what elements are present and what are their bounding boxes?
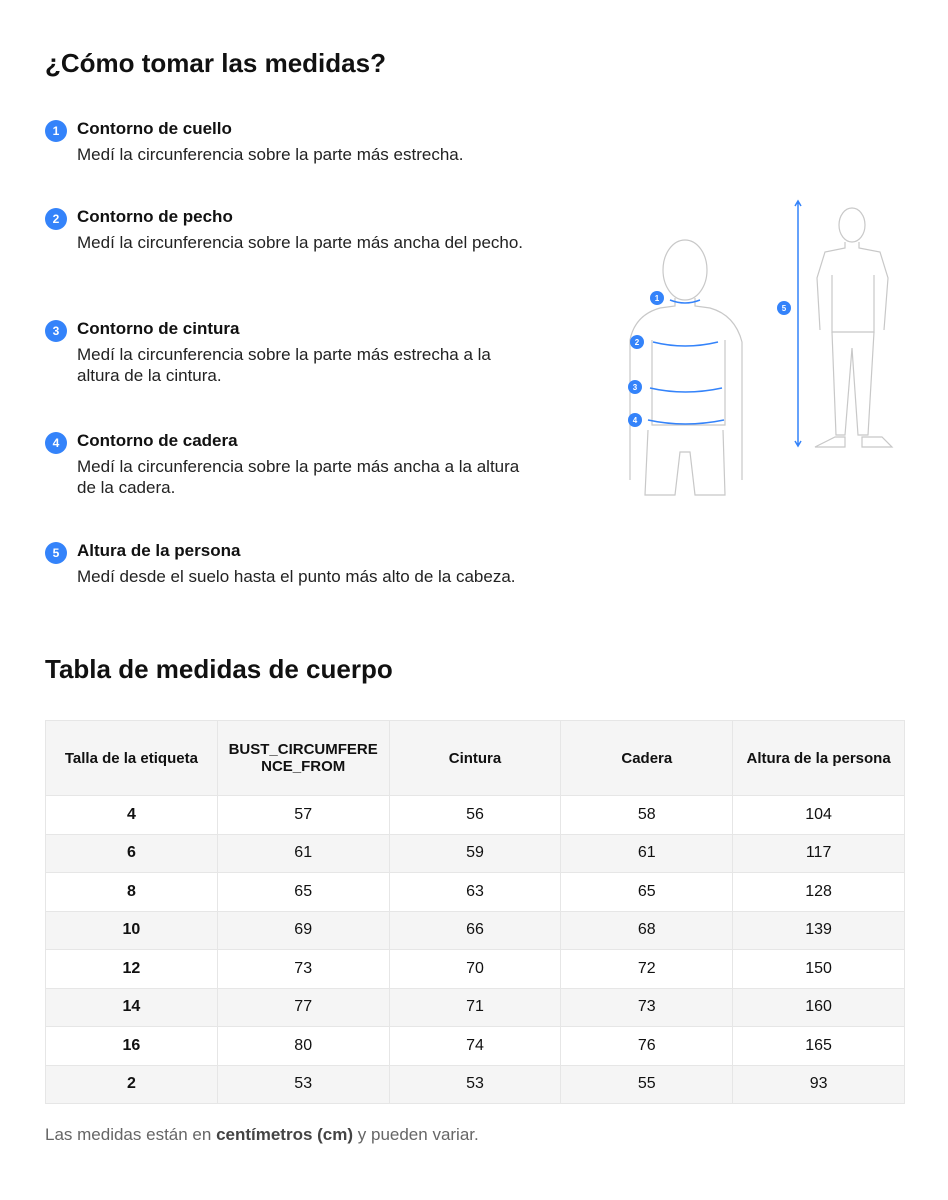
measurement-cell: 93 (732, 1064, 905, 1104)
column-header: Cintura (388, 720, 562, 796)
table-row: 16 80 74 76 165 (45, 1026, 905, 1066)
child-standing-figure (814, 207, 894, 448)
table-row: 10 69 66 68 139 (45, 910, 905, 950)
size-cell: 16 (45, 1026, 218, 1066)
measurement-cell: 59 (388, 833, 562, 873)
step-title: Contorno de cintura (77, 319, 240, 338)
measurement-cell: 61 (560, 833, 734, 873)
step-description: Medí la circunferencia sobre la parte má… (77, 345, 491, 385)
table-row: 12 73 70 72 150 (45, 949, 905, 989)
page-title: ¿Cómo tomar las medidas? (45, 48, 386, 78)
size-cell: 12 (45, 949, 218, 989)
measurement-cell: 69 (216, 910, 390, 950)
measurement-cell: 65 (560, 872, 734, 912)
measurement-cell: 55 (560, 1064, 734, 1104)
svg-text:3: 3 (633, 383, 638, 392)
column-header: BUST_CIRCUMFERENCE_FROM (216, 720, 390, 796)
step-title: Altura de la persona (77, 541, 241, 560)
measurement-cell: 53 (216, 1064, 390, 1104)
step-title: Contorno de cadera (77, 431, 238, 450)
size-cell: 4 (45, 795, 218, 835)
measurement-cell: 68 (560, 910, 734, 950)
measurement-cell: 128 (732, 872, 905, 912)
measurement-cell: 65 (216, 872, 390, 912)
measurement-cell: 76 (560, 1026, 734, 1066)
step-5: 5 Altura de la persona Medí desde el sue… (45, 540, 535, 587)
measurement-cell: 72 (560, 949, 734, 989)
measurement-cell: 77 (216, 987, 390, 1027)
step-number-badge: 3 (45, 320, 67, 342)
size-cell: 14 (45, 987, 218, 1027)
note-text: Las medidas están en (45, 1125, 217, 1144)
table-row: 6 61 59 61 117 (45, 833, 905, 873)
size-cell: 10 (45, 910, 218, 950)
column-header: Cadera (560, 720, 734, 796)
note-text-end: y pueden variar. (353, 1125, 479, 1144)
step-title: Contorno de pecho (77, 207, 233, 226)
step-description: Medí desde el suelo hasta el punto más a… (77, 567, 516, 586)
size-cell: 6 (45, 833, 218, 873)
step-2: 2 Contorno de pecho Medí la circunferenc… (45, 206, 535, 253)
svg-text:4: 4 (633, 416, 638, 425)
measurement-cell: 80 (216, 1026, 390, 1066)
units-note: Las medidas están en centímetros (cm) y … (45, 1125, 479, 1145)
size-table: Talla de la etiqueta BUST_CIRCUMFERENCE_F… (45, 720, 905, 1104)
column-header: Altura de la persona (732, 720, 905, 796)
step-description: Medí la circunferencia sobre la parte má… (77, 457, 520, 497)
measurement-cell: 53 (388, 1064, 562, 1104)
step-number-badge: 4 (45, 432, 67, 454)
svg-text:1: 1 (655, 294, 660, 303)
table-title: Tabla de medidas de cuerpo (45, 654, 393, 684)
measurement-cell: 150 (732, 949, 905, 989)
measurement-illustration: 1 2 3 4 5 (628, 199, 894, 496)
measurement-cell: 74 (388, 1026, 562, 1066)
step-number-badge: 1 (45, 120, 67, 142)
measurement-cell: 70 (388, 949, 562, 989)
measurement-cell: 73 (216, 949, 390, 989)
measurement-cell: 63 (388, 872, 562, 912)
measurement-cell: 165 (732, 1026, 905, 1066)
measurement-cell: 57 (216, 795, 390, 835)
measurement-cell: 56 (388, 795, 562, 835)
measurement-cell: 58 (560, 795, 734, 835)
step-description: Medí la circunferencia sobre la parte má… (77, 233, 524, 252)
height-line (794, 199, 802, 448)
step-number-badge: 2 (45, 208, 67, 230)
step-number-badge: 5 (45, 542, 67, 564)
table-row: 8 65 63 65 128 (45, 872, 905, 912)
child-front-figure (629, 239, 743, 496)
measurement-cell: 66 (388, 910, 562, 950)
step-1: 1 Contorno de cuello Medí la circunferen… (45, 118, 535, 165)
measurement-cell: 139 (732, 910, 905, 950)
svg-text:2: 2 (635, 338, 640, 347)
measurement-cell: 117 (732, 833, 905, 873)
step-title: Contorno de cuello (77, 119, 232, 138)
table-row: 4 57 56 58 104 (45, 795, 905, 835)
measurement-cell: 160 (732, 987, 905, 1027)
measurement-cell: 73 (560, 987, 734, 1027)
measurement-cell: 61 (216, 833, 390, 873)
table-row: 14 77 71 73 160 (45, 987, 905, 1027)
step-3: 3 Contorno de cintura Medí la circunfere… (45, 318, 535, 386)
step-4: 4 Contorno de cadera Medí la circunferen… (45, 430, 535, 498)
size-cell: 2 (45, 1064, 218, 1104)
svg-text:5: 5 (782, 304, 787, 313)
measurement-cell: 71 (388, 987, 562, 1027)
table-row: 2 53 53 55 93 (45, 1064, 905, 1104)
note-units: centímetros (cm) (216, 1125, 354, 1144)
measurement-cell: 104 (732, 795, 905, 835)
column-header: Talla de la etiqueta (45, 720, 218, 796)
table-header-row: Talla de la etiqueta BUST_CIRCUMFERENCE_F… (45, 720, 905, 796)
size-cell: 8 (45, 872, 218, 912)
step-description: Medí la circunferencia sobre la parte má… (77, 145, 464, 164)
